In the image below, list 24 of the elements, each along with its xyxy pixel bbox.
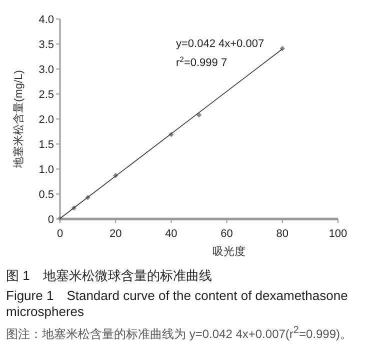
x-tick-label: 20 bbox=[109, 228, 122, 240]
x-tick-label: 60 bbox=[220, 228, 233, 240]
x-tick-label: 100 bbox=[328, 228, 348, 240]
y-tick-label: 1.0 bbox=[38, 164, 54, 176]
point bbox=[196, 112, 202, 118]
x-tick-label: 40 bbox=[165, 228, 178, 240]
y-tick-label: 2.5 bbox=[38, 89, 54, 101]
text: 图注：地塞米松含量的标准曲线为 y=0.042 4x+0.007(r$^{2}$=0.999)。 bbox=[6, 324, 354, 342]
text: 图 1 地塞米松微球含量的标准曲线 bbox=[6, 268, 213, 284]
annotation: y=0.042 4x+0.007 bbox=[176, 38, 264, 50]
y-tick-label: 1.5 bbox=[38, 139, 54, 151]
y-tick-label: 3.5 bbox=[38, 39, 54, 51]
x-axis-title: 吸光度 bbox=[212, 245, 246, 258]
y-tick-label: 0.5 bbox=[38, 189, 54, 201]
x-tick-label: 80 bbox=[276, 228, 289, 240]
point bbox=[280, 46, 285, 52]
x-tick-label: 0 bbox=[56, 228, 64, 240]
y-tick-label: 4.0 bbox=[38, 14, 54, 26]
y-tick-label: 2.0 bbox=[38, 114, 54, 126]
y-tick-label: 0 bbox=[48, 214, 54, 226]
y-axis-title: 地塞米松含量(mg/L) bbox=[12, 70, 25, 169]
y-tick-label: 3.0 bbox=[38, 64, 54, 76]
text: Figure 1 Standard curve of the content of dexamethasone microspheres bbox=[6, 288, 349, 320]
annotation: r$^{2}$=0.999 7 bbox=[176, 54, 228, 69]
